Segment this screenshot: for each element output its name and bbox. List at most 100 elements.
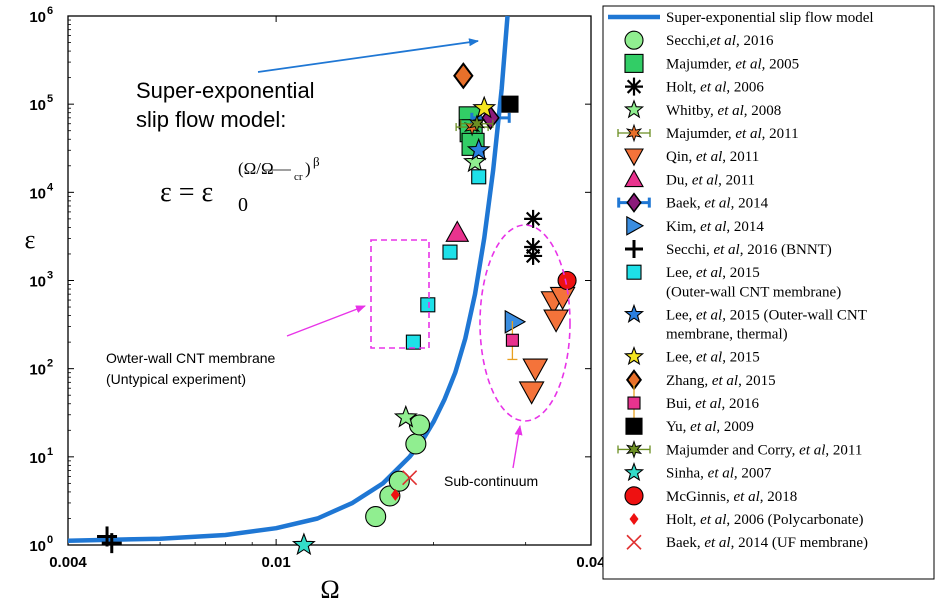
legend-swatch bbox=[623, 99, 645, 119]
data-point bbox=[501, 95, 519, 113]
legend-entry-tail: , 2005 bbox=[762, 56, 800, 72]
legend-swatch bbox=[624, 53, 644, 73]
data-point bbox=[471, 169, 487, 185]
marker-asterisk-stroke bbox=[626, 79, 642, 94]
subcontinuum-arrow bbox=[512, 425, 523, 469]
marker-star bbox=[463, 149, 487, 173]
marker-x-b bbox=[626, 534, 642, 550]
legend-swatch bbox=[623, 303, 645, 323]
data-point bbox=[518, 381, 545, 405]
legend-entry-etal: et al bbox=[735, 126, 761, 142]
data-point bbox=[393, 404, 418, 428]
marker-diamond bbox=[626, 192, 642, 213]
data-point bbox=[524, 246, 543, 265]
marker-triangle-up bbox=[624, 169, 644, 188]
legend-swatch bbox=[625, 240, 643, 258]
legend-entry-etal: et al bbox=[700, 80, 726, 96]
marker-star bbox=[623, 303, 645, 323]
marker-diamond bbox=[390, 488, 400, 501]
y-tick-label: 10 bbox=[29, 274, 46, 291]
legend-swatch bbox=[625, 77, 643, 96]
marker-triangle-down bbox=[543, 309, 570, 333]
x-tick-label: 0.01 bbox=[262, 554, 291, 571]
y-tick-exponent: 2 bbox=[47, 358, 53, 370]
data-point bbox=[557, 270, 577, 291]
data-point bbox=[466, 137, 491, 161]
legend-entry-tail: , 2014 (UF membrane) bbox=[731, 535, 868, 551]
marker-circle bbox=[624, 486, 644, 506]
data-point bbox=[472, 95, 497, 119]
marker-square bbox=[625, 417, 643, 435]
data-point bbox=[291, 532, 316, 556]
marker-triangle-down bbox=[522, 358, 549, 382]
legend-entry-etal: et al bbox=[700, 512, 726, 528]
legend-entry: Holt, et al, 2006 (Polycarbonate) bbox=[666, 512, 863, 528]
legend-entry-tail: , 2018 bbox=[760, 489, 798, 505]
legend-entry: Secchi,et al, 2016 bbox=[666, 33, 774, 49]
legend-swatch bbox=[626, 215, 645, 236]
legend-entry-name: Secchi, bbox=[666, 242, 713, 258]
y-tick-exponent: 0 bbox=[47, 534, 53, 546]
marker-hexagram bbox=[625, 439, 643, 459]
legend-entry: Kim, et al, 2014 bbox=[666, 219, 764, 235]
legend-entry-etal: et al bbox=[704, 535, 730, 551]
legend-entry-etal: et al bbox=[713, 242, 739, 258]
x-tick-label: 0.04 bbox=[576, 554, 606, 571]
annotations-layer bbox=[257, 38, 571, 469]
marker-circle bbox=[557, 270, 577, 291]
legend-entry-etal: et al bbox=[712, 373, 738, 389]
legend-entry-tail: , 2015 (Outer-wall CNT bbox=[722, 307, 867, 323]
legend-entry-tail: , 2014 bbox=[726, 219, 764, 235]
legend-entry-name: Whitby, bbox=[666, 103, 718, 119]
legend-entry: Qin, et al, 2011 bbox=[666, 149, 759, 165]
legend-model-label: Super-exponential slip flow model bbox=[666, 10, 874, 26]
legend-entry-etal: et al bbox=[692, 172, 718, 188]
legend-entry-etal: et al bbox=[696, 350, 722, 366]
data-point bbox=[463, 149, 487, 173]
y-tick-label: 10 bbox=[29, 9, 46, 26]
legend-entry: Baek, et al, 2014 bbox=[666, 196, 769, 212]
legend-entry-name: Kim, bbox=[666, 219, 700, 235]
legend-swatch bbox=[624, 486, 644, 506]
marker-asterisk-stroke bbox=[525, 211, 541, 227]
legend-entry-tail: , 2011 bbox=[825, 442, 862, 458]
data-point bbox=[408, 414, 431, 436]
marker-square bbox=[627, 396, 641, 410]
data-point bbox=[101, 533, 122, 554]
marker-asterisk-stroke bbox=[525, 248, 541, 264]
legend-entry-name: McGinnis, bbox=[666, 489, 734, 505]
model-label-line1: Super-exponential bbox=[136, 78, 315, 103]
marker-circle bbox=[365, 506, 387, 528]
legend-swatch bbox=[617, 192, 651, 213]
legend-swatch bbox=[624, 148, 644, 167]
legend-entry-name: Majumder, bbox=[666, 126, 735, 142]
legend-entry: Lee, et al, 2015 bbox=[666, 265, 760, 281]
legend-entry: Lee, et al, 2015 (Outer-wall CNT bbox=[666, 307, 867, 323]
legend-entry-name: Qin, bbox=[666, 149, 696, 165]
formula-exp-sub: cr bbox=[294, 171, 303, 183]
legend-entry: Du, et al, 2011 bbox=[666, 172, 755, 188]
legend-entry: Holt, et al, 2006 bbox=[666, 80, 764, 96]
formula-exp-tail: ) bbox=[305, 159, 311, 178]
y-tick-label: 10 bbox=[29, 450, 46, 467]
formula-exp: (Ω/Ω bbox=[238, 159, 274, 178]
legend-entry-etal: et al bbox=[799, 442, 825, 458]
legend-entry-name: Majumder, bbox=[666, 56, 735, 72]
data-point bbox=[543, 309, 570, 333]
data-point bbox=[442, 244, 458, 260]
y-tick-exponent: 6 bbox=[47, 5, 53, 17]
data-point bbox=[453, 62, 474, 90]
marker-square bbox=[501, 95, 519, 113]
marker-circle bbox=[408, 414, 431, 436]
legend-swatch bbox=[617, 439, 651, 459]
marker-hexagram bbox=[625, 123, 643, 143]
legend-entry: Whitby, et al, 2008 bbox=[666, 103, 781, 119]
legend-entry-tail: , 2015 bbox=[722, 265, 760, 281]
model-label-line2: slip flow model: bbox=[136, 107, 286, 132]
marker-square bbox=[405, 334, 421, 350]
legend-entry-etal: et al bbox=[718, 103, 744, 119]
legend-swatch bbox=[626, 534, 642, 550]
legend-entry-name: Lee, bbox=[666, 307, 696, 323]
legend-swatch bbox=[617, 123, 651, 143]
